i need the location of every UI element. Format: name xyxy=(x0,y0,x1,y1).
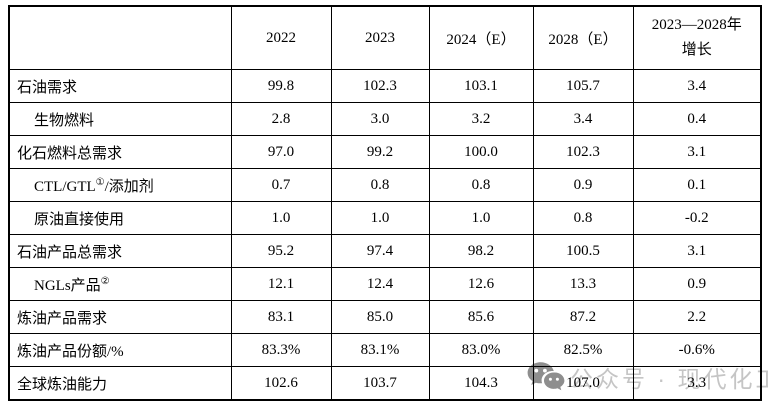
cell-value: 83.1 xyxy=(230,300,332,334)
row-label: 生物燃料 xyxy=(8,102,232,136)
row-label-text: 化石燃料总需求 xyxy=(17,145,123,162)
cell-value: 95.2 xyxy=(230,234,332,268)
row-label-text: 生物燃料 xyxy=(34,112,95,129)
table-row: 原油直接使用 1.0 1.0 1.0 0.8 -0.2 xyxy=(8,201,762,235)
row-label: 炼油产品份额/% xyxy=(8,333,232,367)
cell-value: 97.0 xyxy=(230,135,332,169)
cell-value: 0.9 xyxy=(532,168,634,202)
footnote-marker: ② xyxy=(100,275,110,287)
row-label-text: 石油需求 xyxy=(17,79,78,96)
cell-value: -0.2 xyxy=(632,201,762,235)
cell-value: 99.8 xyxy=(230,69,332,103)
cell-value: 85.0 xyxy=(330,300,430,334)
col-header-growth-line1: 2023—2028年 xyxy=(651,17,742,33)
table-row: 石油产品总需求 95.2 97.4 98.2 100.5 3.1 xyxy=(8,234,762,268)
cell-value: 107.0 xyxy=(532,366,634,401)
cell-value: 87.2 xyxy=(532,300,634,334)
cell-value: 103.7 xyxy=(330,366,430,401)
cell-value: 3.2 xyxy=(428,102,534,136)
header-row: 2022 2023 2024（E） 2028（E） 2023—2028年 增长 xyxy=(8,5,762,70)
cell-value: 0.8 xyxy=(532,201,634,235)
cell-value: 99.2 xyxy=(330,135,430,169)
oil-demand-table-wrap: 2022 2023 2024（E） 2028（E） 2023—2028年 增长 … xyxy=(8,5,762,401)
cell-value: 3.4 xyxy=(632,69,762,103)
oil-demand-table: 2022 2023 2024（E） 2028（E） 2023—2028年 增长 … xyxy=(8,5,762,401)
cell-value: 97.4 xyxy=(330,234,430,268)
cell-value: 3.4 xyxy=(532,102,634,136)
cell-value: 3.1 xyxy=(632,234,762,268)
corner-cell xyxy=(8,5,232,70)
table-row: 生物燃料 2.8 3.0 3.2 3.4 0.4 xyxy=(8,102,762,136)
cell-value: 102.3 xyxy=(532,135,634,169)
row-label-text: CTL/GTL xyxy=(34,178,96,195)
row-label-suffix: /添加剂 xyxy=(104,178,154,195)
col-header-2028e: 2028（E） xyxy=(532,5,634,70)
col-header-growth-line2: 增长 xyxy=(681,42,712,58)
cell-value: 100.5 xyxy=(532,234,634,268)
cell-value: 103.1 xyxy=(428,69,534,103)
cell-value: 83.3% xyxy=(230,333,332,367)
cell-value: 3.3 xyxy=(632,366,762,401)
cell-value: 3.0 xyxy=(330,102,430,136)
cell-value: 0.7 xyxy=(230,168,332,202)
cell-value: 102.6 xyxy=(230,366,332,401)
cell-value: 105.7 xyxy=(532,69,634,103)
row-label: 原油直接使用 xyxy=(8,201,232,235)
cell-value: 98.2 xyxy=(428,234,534,268)
col-header-2023: 2023 xyxy=(330,5,430,70)
row-label: 炼油产品需求 xyxy=(8,300,232,334)
row-label-text: 石油产品总需求 xyxy=(17,244,123,261)
cell-value: 0.4 xyxy=(632,102,762,136)
table-body: 石油需求 99.8 102.3 103.1 105.7 3.4 生物燃料 2.8… xyxy=(8,69,762,401)
table-row: 炼油产品份额/% 83.3% 83.1% 83.0% 82.5% -0.6% xyxy=(8,333,762,367)
row-label-text: 原油直接使用 xyxy=(34,211,125,228)
cell-value: -0.6% xyxy=(632,333,762,367)
table-row: NGLs产品② 12.1 12.4 12.6 13.3 0.9 xyxy=(8,267,762,301)
table-row: 全球炼油能力 102.6 103.7 104.3 107.0 3.3 xyxy=(8,366,762,401)
table-row: CTL/GTL①/添加剂 0.7 0.8 0.8 0.9 0.1 xyxy=(8,168,762,202)
table-row: 化石燃料总需求 97.0 99.2 100.0 102.3 3.1 xyxy=(8,135,762,169)
cell-value: 3.1 xyxy=(632,135,762,169)
cell-value: 100.0 xyxy=(428,135,534,169)
cell-value: 0.8 xyxy=(330,168,430,202)
cell-value: 12.6 xyxy=(428,267,534,301)
row-label-text: 炼油产品份额/% xyxy=(17,343,124,360)
cell-value: 102.3 xyxy=(330,69,430,103)
cell-value: 2.8 xyxy=(230,102,332,136)
cell-value: 12.4 xyxy=(330,267,430,301)
cell-value: 1.0 xyxy=(428,201,534,235)
table-row: 炼油产品需求 83.1 85.0 85.6 87.2 2.2 xyxy=(8,300,762,334)
cell-value: 0.8 xyxy=(428,168,534,202)
cell-value: 104.3 xyxy=(428,366,534,401)
cell-value: 85.6 xyxy=(428,300,534,334)
cell-value: 13.3 xyxy=(532,267,634,301)
cell-value: 0.9 xyxy=(632,267,762,301)
cell-value: 83.1% xyxy=(330,333,430,367)
row-label-text: 炼油产品需求 xyxy=(17,310,108,327)
cell-value: 1.0 xyxy=(230,201,332,235)
cell-value: 2.2 xyxy=(632,300,762,334)
row-label: NGLs产品② xyxy=(8,267,232,301)
row-label: 石油产品总需求 xyxy=(8,234,232,268)
footnote-marker: ① xyxy=(95,176,105,188)
cell-value: 1.0 xyxy=(330,201,430,235)
cell-value: 0.1 xyxy=(632,168,762,202)
cell-value: 82.5% xyxy=(532,333,634,367)
row-label-text: NGLs产品 xyxy=(34,277,101,294)
row-label: CTL/GTL①/添加剂 xyxy=(8,168,232,202)
col-header-2022: 2022 xyxy=(230,5,332,70)
row-label: 化石燃料总需求 xyxy=(8,135,232,169)
cell-value: 12.1 xyxy=(230,267,332,301)
cell-value: 83.0% xyxy=(428,333,534,367)
col-header-2024e: 2024（E） xyxy=(428,5,534,70)
row-label: 全球炼油能力 xyxy=(8,366,232,401)
col-header-growth: 2023—2028年 增长 xyxy=(632,5,762,70)
table-row: 石油需求 99.8 102.3 103.1 105.7 3.4 xyxy=(8,69,762,103)
row-label: 石油需求 xyxy=(8,69,232,103)
row-label-text: 全球炼油能力 xyxy=(17,376,108,393)
